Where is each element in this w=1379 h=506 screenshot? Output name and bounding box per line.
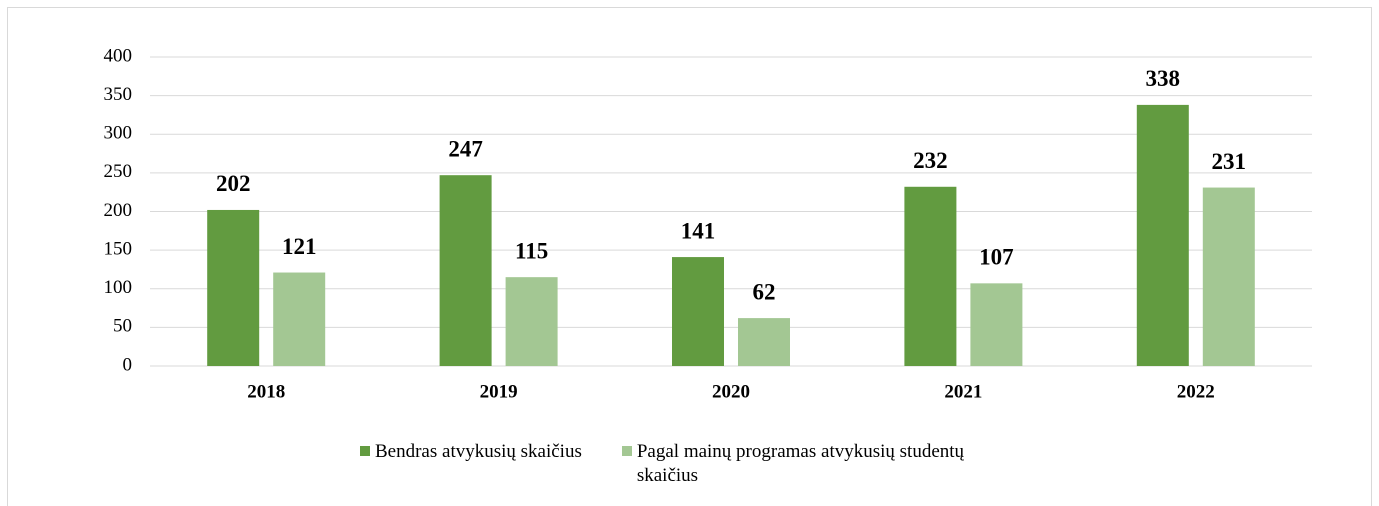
y-tick-label: 250 — [104, 161, 133, 182]
bar — [970, 283, 1023, 366]
bar — [1136, 104, 1189, 367]
bar — [505, 277, 558, 366]
data-label: 121 — [282, 234, 317, 259]
legend-item: Pagal mainų programas atvykusių studentų… — [621, 440, 977, 488]
x-tick-label: 2019 — [480, 381, 518, 402]
bar — [207, 209, 260, 366]
frame — [7, 7, 1372, 506]
y-tick-label: 150 — [104, 238, 133, 259]
data-label: 247 — [448, 136, 483, 161]
y-tick-label: 100 — [104, 277, 133, 298]
data-label: 202 — [216, 171, 251, 196]
y-tick-label: 400 — [104, 45, 133, 66]
bar — [273, 272, 326, 366]
x-tick-label: 2018 — [247, 381, 285, 402]
data-label: 338 — [1146, 66, 1181, 91]
y-tick-label: 0 — [123, 354, 133, 375]
data-label: 231 — [1212, 149, 1247, 174]
bar — [672, 257, 724, 366]
data-label: 115 — [515, 238, 548, 263]
x-tick-label: 2020 — [712, 381, 750, 402]
data-label: 232 — [913, 148, 948, 173]
bar — [439, 175, 492, 366]
y-tick-label: 350 — [104, 84, 133, 105]
bar — [738, 318, 790, 366]
y-tick-label: 200 — [104, 200, 133, 221]
data-label: 107 — [979, 245, 1014, 270]
legend: Bendras atvykusių skaičius Pagal mainų pr… — [360, 440, 1017, 488]
bar — [904, 186, 957, 366]
y-tick-label: 50 — [113, 316, 132, 337]
legend-item: Bendras atvykusių skaičius — [360, 440, 582, 488]
bar — [1202, 187, 1255, 366]
y-tick-label: 300 — [104, 123, 133, 144]
data-label: 62 — [753, 279, 776, 304]
x-tick-label: 2021 — [944, 381, 982, 402]
legend-label: Bendras atvykusių skaičius — [375, 441, 582, 462]
legend-swatch — [360, 446, 370, 456]
x-tick-label: 2022 — [1177, 381, 1215, 402]
data-label: 141 — [681, 218, 716, 243]
legend-swatch — [621, 446, 632, 456]
legend-label: Pagal mainų programas atvykusių studentų… — [636, 441, 965, 486]
